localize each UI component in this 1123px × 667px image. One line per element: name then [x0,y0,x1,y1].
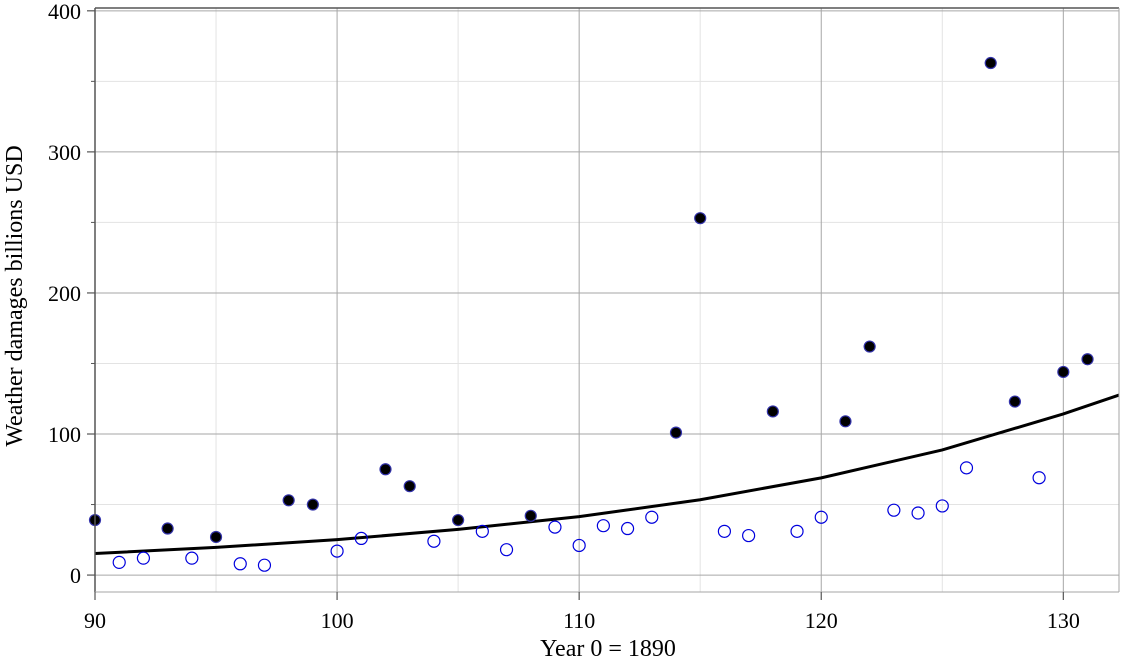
open-data-point [499,543,514,557]
y-tick-label: 400 [48,0,81,24]
filled-data-point [766,405,779,418]
plot-frame [87,7,1120,600]
open-data-point [959,461,974,475]
open-data-point [911,506,925,520]
open-data-point [717,524,732,538]
open-data-point [257,558,272,572]
filled-data-point [694,212,707,225]
trend-curve-layer [94,393,1120,555]
open-data-point [742,528,756,543]
grid-layer [94,8,1119,592]
filled-data-point [452,513,465,527]
open-data-point [136,551,151,565]
open-data-point [620,521,635,536]
tick-labels: 0 100 200 300 400 90 100 110 120 130 [48,0,1080,633]
filled-data-point [282,494,295,507]
filled-data-point [984,56,997,70]
open-data-point [596,519,610,533]
filled-data-point [209,530,223,544]
y-axis-label: Weather damages billions USD [2,145,28,446]
x-tick-label: 130 [1047,608,1080,633]
open-data-point [935,499,949,513]
filled-data-point [306,498,319,511]
filled-data-point [669,426,683,439]
open-data-point [645,510,659,524]
open-data-point [185,551,199,565]
filled-data-point [1081,353,1094,366]
filled-data-point [863,340,876,353]
filled-data-point [1008,395,1022,408]
filled-data-point [839,415,852,428]
open-data-point [233,557,247,571]
y-tick-label: 200 [48,281,81,306]
filled-data-point [403,480,416,493]
x-tick-label: 90 [84,608,106,633]
open-data-point [112,555,126,569]
x-tick-label: 120 [805,608,838,633]
x-axis-label: Year 0 = 1890 [540,636,676,662]
filled-data-point [379,463,392,476]
trend-curve [94,393,1120,555]
open-data-point [887,503,901,517]
y-tick-label: 100 [48,422,81,447]
filled-data-point [524,509,537,522]
points-layer [88,56,1094,572]
x-tick-label: 110 [563,608,595,633]
y-tick-label: 300 [48,140,81,165]
filled-data-point [1057,365,1070,379]
open-data-point [790,524,804,538]
filled-data-point [161,522,174,535]
y-tick-label: 0 [70,563,81,588]
open-data-point [548,520,562,534]
open-data-point [1032,471,1046,485]
open-data-point [427,534,441,548]
open-data-point [475,524,489,538]
open-data-point [330,544,344,558]
x-tick-label: 100 [321,608,354,633]
open-data-point [814,510,828,524]
open-data-point [354,531,368,545]
open-data-point [572,538,586,553]
